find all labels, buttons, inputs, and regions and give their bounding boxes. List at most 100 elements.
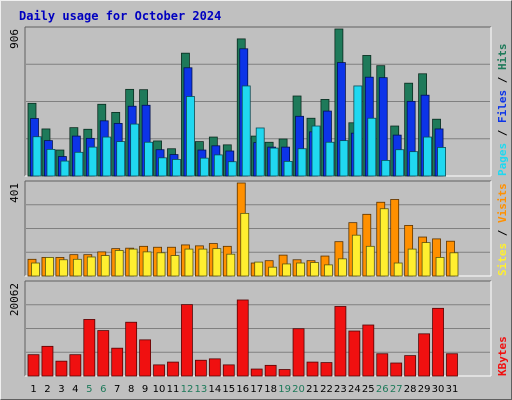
bar-sites-day-15	[226, 253, 236, 277]
day-label-8: 8	[128, 384, 134, 395]
legend-entry-4: Hits	[496, 44, 509, 71]
bar-sites-day-28	[407, 248, 417, 277]
day-label-17: 17	[250, 384, 263, 395]
y-max-label: 401	[8, 183, 21, 203]
bar-kbytes-day-28	[404, 355, 417, 377]
day-label-10: 10	[153, 384, 166, 395]
legend-entry-0: Sites	[496, 243, 509, 276]
bar-pages-day-3	[60, 160, 70, 177]
day-label-16: 16	[236, 384, 249, 395]
bar-pages-day-13	[199, 157, 209, 177]
bar-pages-day-8	[130, 123, 140, 177]
day-label-4: 4	[72, 384, 78, 395]
bar-sites-day-9	[142, 251, 152, 277]
bar-sites-day-24	[351, 234, 361, 277]
bar-sites-day-5	[86, 256, 96, 277]
bar-sites-day-10	[156, 252, 166, 277]
day-label-15: 15	[222, 384, 235, 395]
bar-pages-day-6	[102, 136, 112, 177]
bar-pages-day-12	[186, 96, 195, 177]
bar-kbytes-day-27	[390, 362, 403, 377]
bar-kbytes-day-1	[27, 354, 40, 377]
day-label-14: 14	[208, 384, 221, 395]
bar-kbytes-day-4	[69, 354, 82, 377]
bar-kbytes-day-14	[208, 358, 221, 377]
day-label-1: 1	[30, 384, 36, 395]
bar-pages-day-22	[325, 141, 335, 177]
legend-entry-3: /	[496, 70, 509, 90]
bar-pages-day-27	[395, 149, 405, 177]
bar-sites-day-27	[393, 262, 403, 277]
bar-sites-day-7	[114, 250, 124, 277]
bar-sites-day-26	[379, 208, 389, 277]
bar-pages-day-20	[297, 148, 307, 177]
legend-entry-2: Visits	[496, 183, 509, 223]
legend-entry-0: KBytes	[496, 336, 509, 376]
bar-sites-day-17	[254, 261, 264, 277]
bar-kbytes-day-3	[55, 360, 68, 377]
day-label-20: 20	[292, 384, 305, 395]
bar-kbytes-day-30	[432, 307, 444, 377]
bar-sites-day-25	[365, 245, 375, 277]
bar-pages-day-19	[283, 160, 293, 177]
day-label-3: 3	[58, 384, 64, 395]
day-label-12: 12	[181, 384, 194, 395]
bar-kbytes-day-2	[41, 345, 54, 377]
day-label-6: 6	[100, 384, 106, 395]
panel-visits-sites: 401 Sites / Visits	[8, 180, 509, 277]
bar-sites-day-12	[184, 248, 194, 277]
bar-kbytes-day-6	[97, 330, 110, 377]
bar-sites-day-23	[337, 258, 347, 277]
bar-pages-day-18	[269, 147, 279, 177]
bar-sites-day-3	[59, 259, 68, 277]
day-label-28: 28	[404, 384, 417, 395]
bar-sites-day-18	[268, 266, 278, 277]
bar-pages-day-15	[227, 161, 237, 177]
bar-kbytes-day-18	[264, 364, 277, 377]
bar-kbytes-day-12	[181, 304, 193, 377]
day-label-11: 11	[167, 384, 180, 395]
chart-title: Daily usage for October 2024	[19, 9, 221, 23]
bar-kbytes-day-19	[278, 369, 291, 377]
bar-kbytes-day-13	[194, 359, 207, 377]
bar-kbytes-day-25	[362, 324, 375, 377]
bar-kbytes-day-24	[348, 330, 361, 377]
bar-sites-day-14	[212, 248, 222, 277]
day-label-21: 21	[306, 384, 319, 395]
bar-kbytes-day-26	[376, 353, 389, 377]
day-label-25: 25	[362, 384, 375, 395]
bar-sites-day-2	[45, 257, 54, 277]
bar-kbytes-day-16	[236, 299, 249, 377]
day-label-27: 27	[390, 384, 403, 395]
legend-entry-1: /	[496, 123, 509, 143]
bar-pages-day-26	[381, 160, 391, 177]
bar-kbytes-day-20	[292, 328, 305, 377]
bar-pages-day-25	[367, 117, 377, 177]
day-label-2: 2	[44, 384, 50, 395]
bar-sites-day-8	[128, 248, 138, 277]
bar-sites-day-6	[100, 255, 110, 277]
day-label-30: 30	[432, 384, 445, 395]
bar-pages-day-1	[32, 136, 42, 177]
bar-sites-day-20	[296, 262, 305, 277]
bar-kbytes-day-21	[306, 361, 319, 377]
x-axis-day-labels: 1 2 3 4 5 6 7 8 9 10 11 12 13 14 15 16 17 18 19 20 21 22 23 24 2…	[30, 384, 458, 395]
bar-kbytes-day-8	[125, 321, 138, 377]
day-label-24: 24	[348, 384, 361, 395]
day-label-19: 19	[278, 384, 291, 395]
bar-pages-day-30	[437, 147, 446, 177]
bar-sites-day-30	[435, 257, 445, 277]
chart-panels: 906 Pages / Files / Hits 401 Sites / Visits…	[8, 26, 509, 377]
bar-pages-day-7	[116, 141, 126, 177]
day-label-23: 23	[334, 384, 347, 395]
legend-entry-1: /	[496, 223, 509, 243]
panel-legend: KBytes	[496, 336, 509, 376]
bar-sites-day-19	[282, 263, 292, 277]
panel-legend: Sites / Visits	[496, 183, 509, 276]
panel-hits-files-pages: 906 Pages / Files / Hits	[8, 26, 509, 177]
legend-entry-2: Files	[496, 90, 509, 123]
bar-pages-day-14	[213, 154, 223, 177]
bar-kbytes-day-29	[418, 333, 431, 377]
bar-sites-day-29	[421, 242, 431, 277]
